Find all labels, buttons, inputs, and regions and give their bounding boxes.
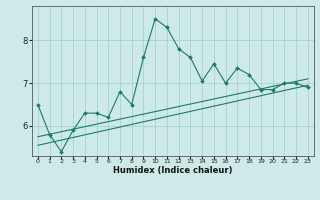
X-axis label: Humidex (Indice chaleur): Humidex (Indice chaleur) — [113, 166, 233, 175]
